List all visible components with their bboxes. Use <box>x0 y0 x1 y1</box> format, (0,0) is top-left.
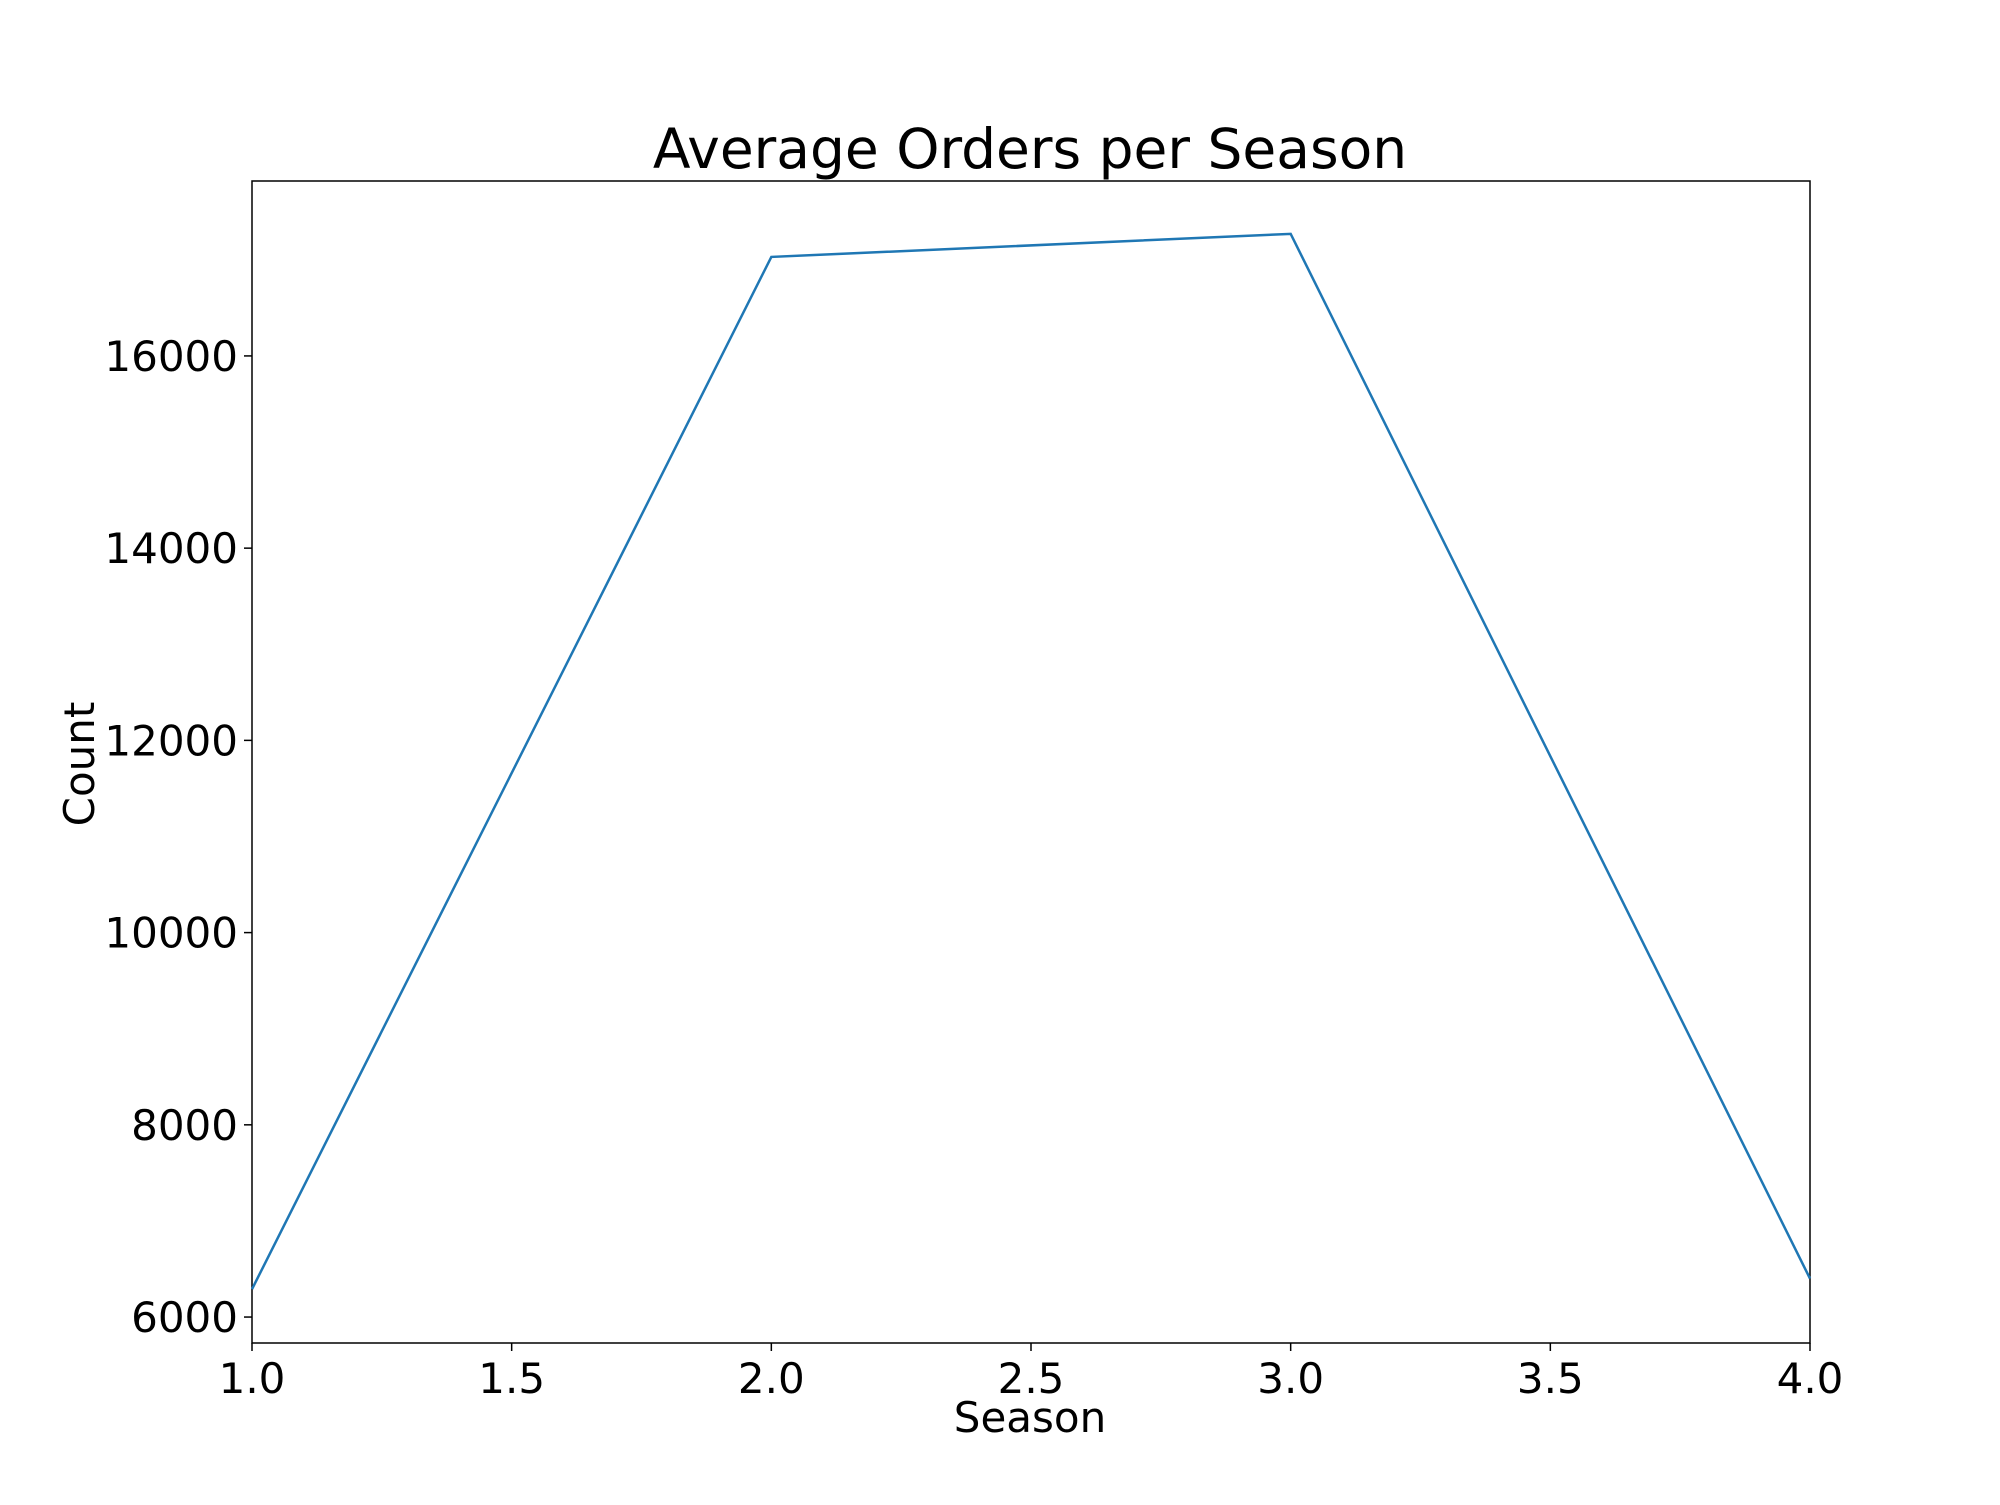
x-tick-label: 1.5 <box>478 1354 545 1403</box>
series-line-1 <box>250 232 1812 1290</box>
plot-area <box>250 180 1812 1344</box>
y-tick-label: 14000 <box>104 524 238 573</box>
x-tick-label: 3.0 <box>1257 1354 1324 1403</box>
plot-frame <box>251 180 1811 1344</box>
y-tick-label: 10000 <box>104 909 238 958</box>
y-axis-label: Count <box>55 702 104 827</box>
chart-title: Average Orders per Season <box>653 117 1407 181</box>
y-tick-label: 16000 <box>104 332 238 381</box>
y-tick-label: 12000 <box>104 716 238 765</box>
y-tick-label: 6000 <box>131 1293 238 1342</box>
x-axis-label: Season <box>954 1393 1106 1442</box>
x-tick-label: 2.0 <box>738 1354 805 1403</box>
x-tick-label: 2.5 <box>998 1354 1065 1403</box>
x-tick-label: 4.0 <box>1777 1354 1844 1403</box>
x-tick-label: 1.0 <box>219 1354 286 1403</box>
x-tick-label: 3.5 <box>1517 1354 1584 1403</box>
y-axis-ticks: 6000 8000 10000 12000 14000 16000 <box>104 332 252 1342</box>
y-tick-label: 8000 <box>131 1101 238 1150</box>
x-axis-ticks: 1.0 1.5 2.0 2.5 3.0 3.5 4.0 <box>219 1343 1844 1403</box>
